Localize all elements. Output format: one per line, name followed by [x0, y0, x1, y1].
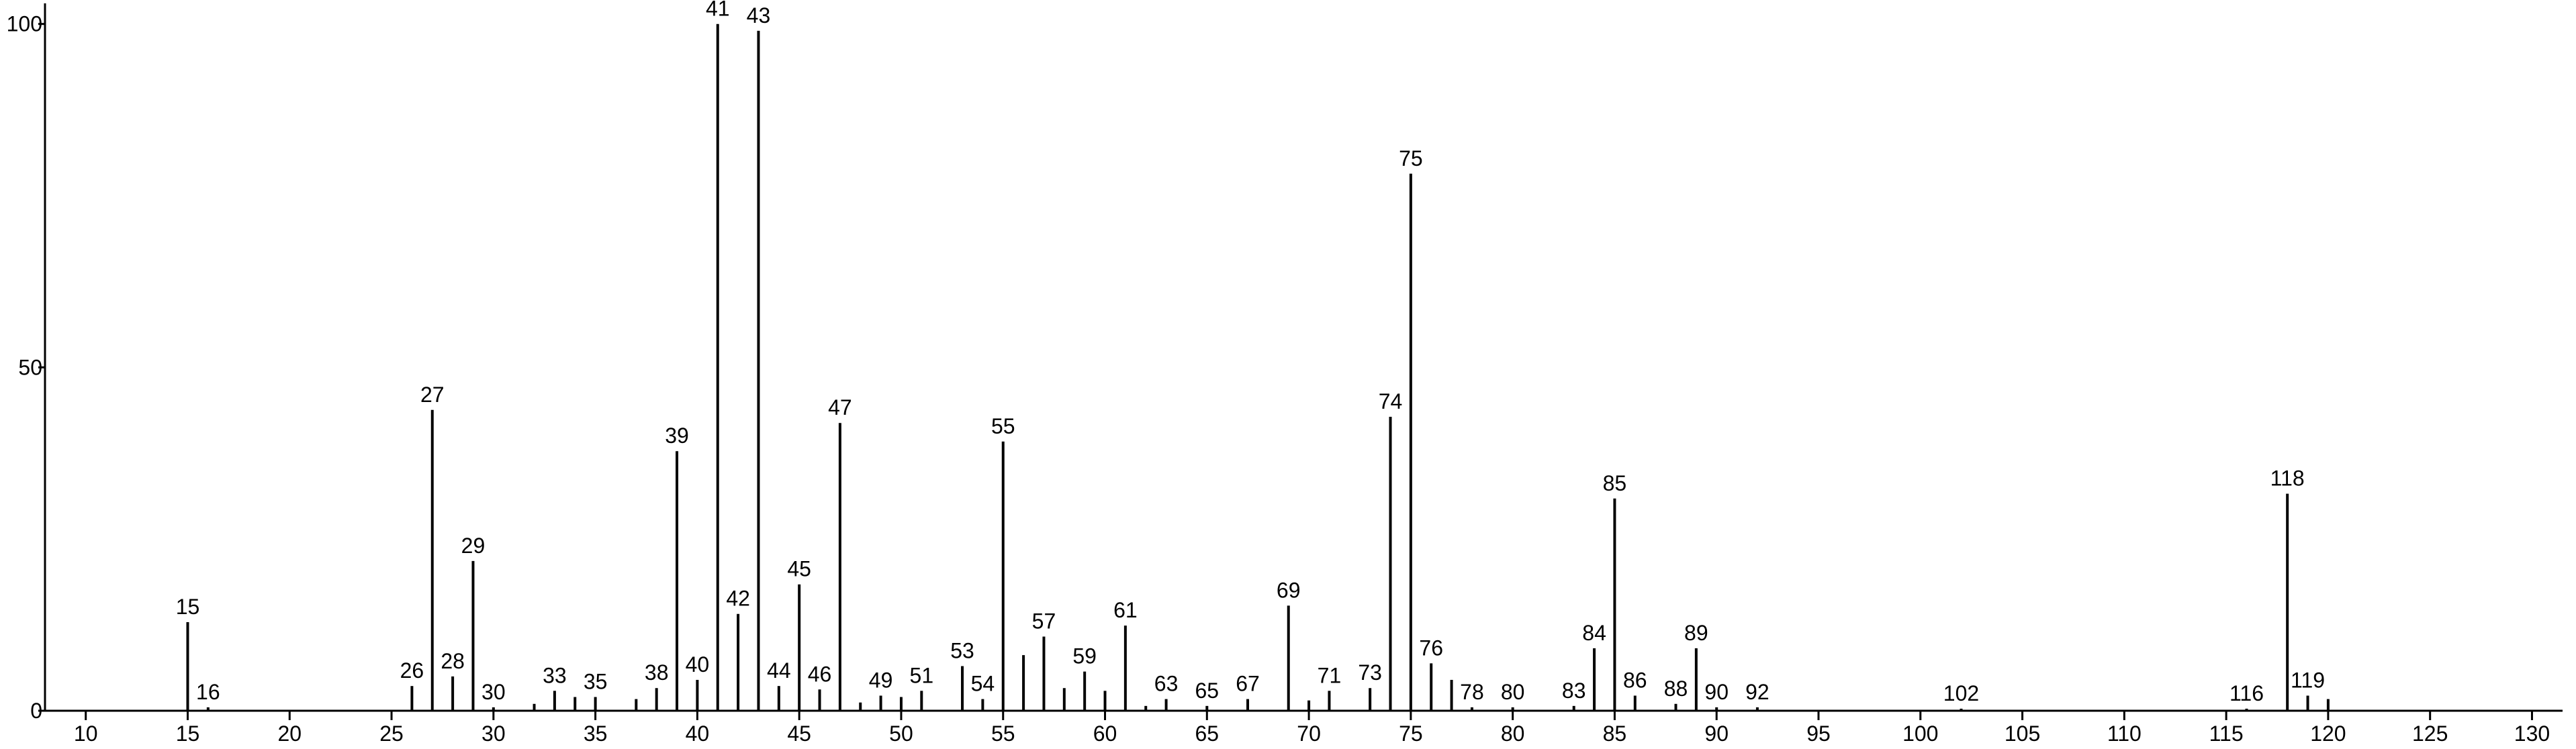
x-tick-label: 90	[1704, 721, 1729, 746]
peak-label: 35	[584, 670, 608, 694]
peak-label: 53	[950, 638, 974, 662]
peak-label: 33	[543, 663, 567, 687]
peak-label: 61	[1113, 598, 1138, 622]
x-tick-label: 75	[1399, 721, 1423, 746]
x-tick-label: 60	[1093, 721, 1117, 746]
y-tick-label: 0	[30, 699, 42, 723]
y-tick-label: 100	[7, 12, 42, 36]
x-tick-label: 20	[277, 721, 302, 746]
peak-label: 83	[1562, 679, 1586, 703]
peak-label: 30	[481, 680, 506, 704]
peak-label: 15	[176, 595, 200, 619]
y-tick-label: 50	[18, 355, 42, 379]
peak-label: 59	[1072, 644, 1097, 668]
peak-label: 42	[726, 587, 750, 611]
peak-label: 80	[1501, 680, 1525, 704]
peak-label: 41	[706, 0, 730, 21]
peak-label: 69	[1277, 578, 1301, 602]
peak-label: 28	[441, 649, 465, 673]
x-tick-label: 30	[481, 721, 506, 746]
x-tick-label: 25	[379, 721, 404, 746]
peak-label: 55	[991, 414, 1015, 438]
peak-label: 49	[869, 668, 893, 692]
peak-label: 75	[1399, 146, 1423, 170]
x-tick-label: 95	[1806, 721, 1831, 746]
peak-label: 92	[1745, 680, 1769, 704]
peak-label: 40	[686, 652, 710, 677]
x-tick-label: 100	[1902, 721, 1938, 746]
x-tick-label: 80	[1501, 721, 1525, 746]
peak-label: 85	[1603, 471, 1627, 495]
peak-label: 44	[767, 658, 791, 683]
x-tick-label: 45	[787, 721, 811, 746]
x-tick-label: 55	[991, 721, 1015, 746]
peak-label: 39	[665, 423, 689, 448]
x-tick-label: 50	[889, 721, 913, 746]
peak-label: 116	[2229, 681, 2264, 705]
x-tick-label: 120	[2310, 721, 2346, 746]
x-tick-label: 110	[2107, 721, 2142, 746]
peak-label: 74	[1379, 389, 1403, 413]
peak-label: 67	[1236, 672, 1260, 696]
peak-label: 71	[1318, 663, 1342, 687]
peak-label: 45	[787, 557, 811, 581]
peak-label: 51	[910, 663, 934, 687]
peak-label: 118	[2270, 466, 2305, 491]
x-tick-label: 70	[1297, 721, 1321, 746]
peak-label: 47	[828, 395, 852, 419]
peak-label: 16	[196, 680, 220, 704]
peak-label: 26	[400, 658, 424, 683]
peak-label: 54	[971, 672, 995, 696]
x-tick-label: 35	[584, 721, 608, 746]
x-tick-label: 15	[176, 721, 200, 746]
peak-label: 76	[1419, 636, 1443, 660]
peak-label: 119	[2291, 668, 2325, 692]
peak-label: 65	[1195, 679, 1220, 703]
peak-label: 27	[420, 383, 445, 407]
x-tick-label: 125	[2412, 721, 2448, 746]
peak-label: 84	[1582, 621, 1606, 645]
peak-label: 43	[747, 3, 771, 28]
peak-label: 38	[645, 660, 669, 685]
peak-label: 63	[1154, 672, 1179, 696]
peak-label: 57	[1032, 609, 1056, 633]
x-tick-label: 65	[1195, 721, 1220, 746]
peak-label: 46	[808, 662, 832, 686]
peak-label: 88	[1664, 677, 1688, 701]
peak-label: 86	[1623, 668, 1647, 692]
peak-label: 29	[461, 534, 486, 558]
x-tick-label: 40	[686, 721, 710, 746]
x-tick-label: 85	[1603, 721, 1627, 746]
peak-label: 102	[1943, 681, 1979, 705]
x-tick-label: 115	[2209, 721, 2244, 746]
peak-label: 89	[1684, 621, 1708, 645]
peak-label: 73	[1358, 660, 1382, 685]
peak-label: 90	[1704, 680, 1729, 704]
peak-label: 78	[1460, 680, 1484, 704]
x-tick-label: 105	[2005, 721, 2040, 746]
x-tick-label: 130	[2514, 721, 2550, 746]
x-tick-label: 10	[74, 721, 98, 746]
